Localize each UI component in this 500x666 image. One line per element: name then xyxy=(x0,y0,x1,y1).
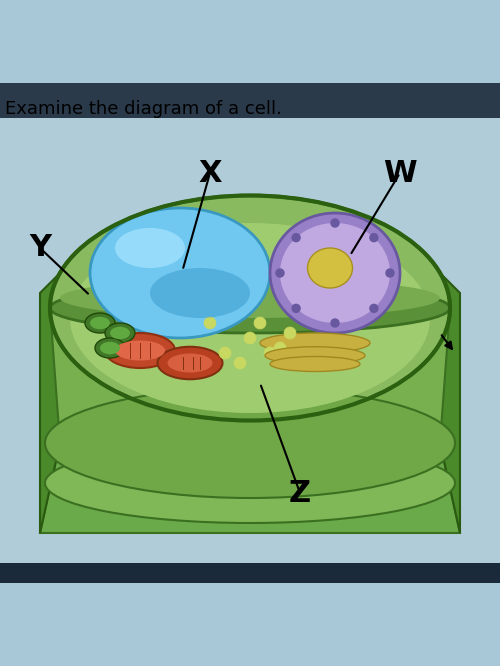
Ellipse shape xyxy=(110,327,130,339)
Circle shape xyxy=(386,269,394,277)
Polygon shape xyxy=(40,443,460,533)
Ellipse shape xyxy=(265,347,365,364)
Polygon shape xyxy=(250,308,450,473)
Circle shape xyxy=(331,219,339,227)
Text: X: X xyxy=(198,159,222,188)
Ellipse shape xyxy=(95,338,125,358)
Text: Examine the diagram of a cell.: Examine the diagram of a cell. xyxy=(5,101,282,119)
Ellipse shape xyxy=(168,354,212,372)
Ellipse shape xyxy=(105,333,175,368)
Ellipse shape xyxy=(85,313,115,333)
Circle shape xyxy=(204,317,216,329)
Circle shape xyxy=(274,342,286,354)
Ellipse shape xyxy=(158,347,222,379)
Polygon shape xyxy=(440,273,460,533)
Ellipse shape xyxy=(60,278,440,318)
Circle shape xyxy=(370,304,378,312)
Ellipse shape xyxy=(150,268,250,318)
Circle shape xyxy=(219,347,231,359)
Text: Z: Z xyxy=(289,478,311,507)
Ellipse shape xyxy=(115,340,165,360)
Circle shape xyxy=(284,327,296,339)
Circle shape xyxy=(331,319,339,327)
Text: Y: Y xyxy=(29,234,51,262)
Ellipse shape xyxy=(50,196,450,420)
Bar xyxy=(0,563,500,583)
Ellipse shape xyxy=(260,333,370,353)
Circle shape xyxy=(254,317,266,329)
Text: W: W xyxy=(383,159,417,188)
Ellipse shape xyxy=(280,223,390,323)
Bar xyxy=(0,83,500,118)
Ellipse shape xyxy=(270,213,400,333)
Ellipse shape xyxy=(115,228,185,268)
Circle shape xyxy=(264,347,276,359)
Circle shape xyxy=(292,234,300,242)
Circle shape xyxy=(234,357,246,369)
Circle shape xyxy=(370,234,378,242)
Polygon shape xyxy=(50,308,250,473)
Polygon shape xyxy=(40,273,60,533)
Ellipse shape xyxy=(308,248,352,288)
Ellipse shape xyxy=(100,342,120,354)
Ellipse shape xyxy=(45,388,455,498)
Circle shape xyxy=(244,332,256,344)
Circle shape xyxy=(294,352,306,364)
Ellipse shape xyxy=(45,443,455,523)
Ellipse shape xyxy=(90,317,110,329)
Ellipse shape xyxy=(90,208,270,338)
Ellipse shape xyxy=(70,223,430,413)
Circle shape xyxy=(292,304,300,312)
Circle shape xyxy=(276,269,284,277)
Ellipse shape xyxy=(270,356,360,372)
Ellipse shape xyxy=(50,283,450,333)
Ellipse shape xyxy=(105,323,135,343)
